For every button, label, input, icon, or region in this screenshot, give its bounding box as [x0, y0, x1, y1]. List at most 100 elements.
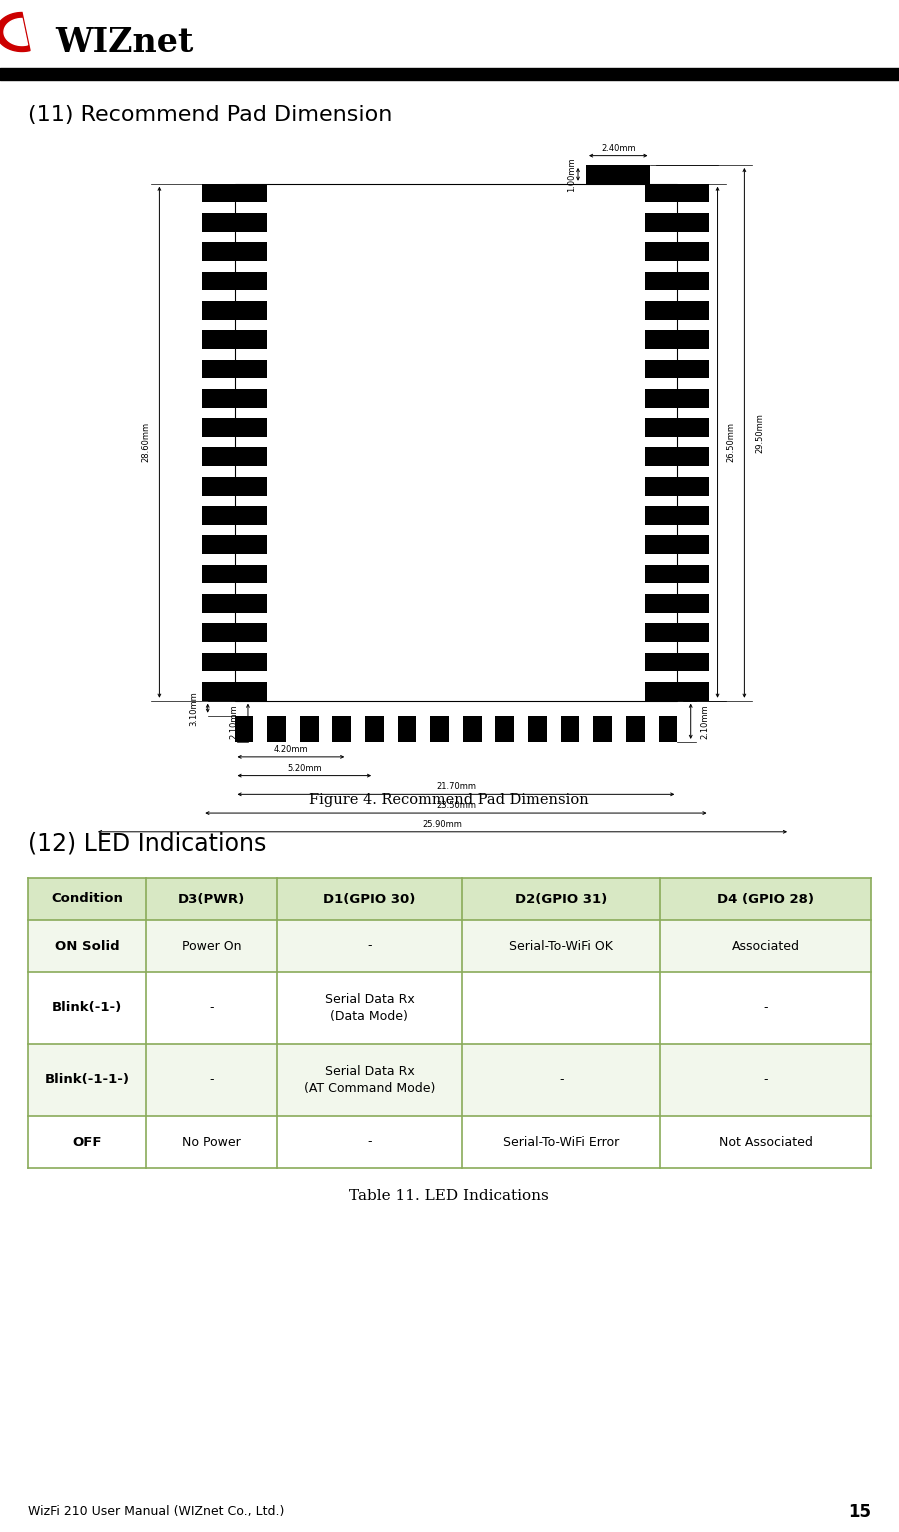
Bar: [202, 213, 267, 231]
Text: Power On: Power On: [182, 939, 241, 953]
Bar: [645, 331, 709, 349]
Text: 4.20mm: 4.20mm: [273, 745, 308, 754]
Bar: [626, 715, 645, 741]
Bar: [645, 476, 709, 495]
Bar: [645, 447, 709, 466]
Text: D2(GPIO 31): D2(GPIO 31): [515, 893, 608, 905]
Text: Associated: Associated: [732, 939, 799, 953]
Bar: [495, 715, 514, 741]
Bar: [202, 184, 267, 202]
Text: WIZnet: WIZnet: [55, 26, 193, 58]
Bar: [593, 715, 612, 741]
Text: 29.50mm: 29.50mm: [756, 414, 765, 453]
Bar: [235, 184, 677, 700]
Bar: [645, 535, 709, 555]
Text: Blink(-1-1-): Blink(-1-1-): [45, 1074, 129, 1086]
Text: 1.00mm: 1.00mm: [567, 158, 576, 192]
Bar: [28, 971, 871, 1043]
Text: D1(GPIO 30): D1(GPIO 30): [324, 893, 415, 905]
Bar: [299, 715, 318, 741]
Bar: [202, 565, 267, 584]
Bar: [645, 506, 709, 525]
Text: -: -: [763, 1002, 768, 1014]
Bar: [397, 715, 416, 741]
Bar: [202, 624, 267, 642]
Text: 26.50mm: 26.50mm: [726, 423, 735, 463]
Text: 15: 15: [848, 1503, 871, 1521]
Text: D3(PWR): D3(PWR): [178, 893, 245, 905]
Text: Serial-To-WiFi Error: Serial-To-WiFi Error: [503, 1135, 619, 1149]
Bar: [645, 184, 709, 202]
Text: (12) LED Indications: (12) LED Indications: [28, 830, 266, 855]
Bar: [645, 213, 709, 231]
Bar: [645, 271, 709, 291]
Bar: [645, 242, 709, 260]
Bar: [202, 331, 267, 349]
Text: 21.70mm: 21.70mm: [436, 783, 476, 792]
Text: Serial-To-WiFi OK: Serial-To-WiFi OK: [509, 939, 613, 953]
Bar: [28, 921, 871, 971]
Bar: [235, 715, 254, 741]
Bar: [645, 682, 709, 700]
Text: 3.10mm: 3.10mm: [189, 691, 198, 726]
Bar: [463, 715, 482, 741]
Text: -: -: [209, 1074, 214, 1086]
Bar: [202, 242, 267, 260]
Text: Blink(-1-): Blink(-1-): [52, 1002, 122, 1014]
Bar: [202, 300, 267, 320]
Text: No Power: No Power: [182, 1135, 241, 1149]
Text: -: -: [559, 1074, 564, 1086]
Bar: [28, 878, 871, 921]
Text: -: -: [209, 1002, 214, 1014]
Bar: [645, 389, 709, 408]
Bar: [202, 476, 267, 495]
Text: WizFi 210 User Manual (WIZnet Co., Ltd.): WizFi 210 User Manual (WIZnet Co., Ltd.): [28, 1506, 284, 1518]
Bar: [28, 1043, 871, 1115]
Bar: [28, 1115, 871, 1167]
Bar: [202, 682, 267, 700]
Text: ON Solid: ON Solid: [55, 939, 120, 953]
Bar: [202, 447, 267, 466]
Text: 28.60mm: 28.60mm: [141, 423, 150, 463]
Text: Figure 4. Recommend Pad Dimension: Figure 4. Recommend Pad Dimension: [309, 794, 589, 807]
Text: 5.20mm: 5.20mm: [287, 763, 322, 772]
Bar: [658, 715, 677, 741]
Bar: [561, 715, 580, 741]
Bar: [267, 715, 286, 741]
Text: Serial Data Rx
(AT Command Mode): Serial Data Rx (AT Command Mode): [304, 1065, 435, 1095]
Bar: [645, 594, 709, 613]
Bar: [202, 360, 267, 378]
Text: (11) Recommend Pad Dimension: (11) Recommend Pad Dimension: [28, 106, 392, 126]
Bar: [202, 389, 267, 408]
Bar: [645, 653, 709, 671]
Bar: [645, 300, 709, 320]
Bar: [645, 360, 709, 378]
Bar: [645, 565, 709, 584]
Bar: [202, 506, 267, 525]
Bar: [645, 624, 709, 642]
Bar: [365, 715, 384, 741]
Text: D4 (GPIO 28): D4 (GPIO 28): [717, 893, 814, 905]
Bar: [333, 715, 352, 741]
Polygon shape: [0, 12, 30, 52]
Text: Serial Data Rx
(Data Mode): Serial Data Rx (Data Mode): [325, 993, 414, 1023]
Text: OFF: OFF: [72, 1135, 102, 1149]
Text: Condition: Condition: [51, 893, 123, 905]
Bar: [202, 594, 267, 613]
Text: 2.10mm: 2.10mm: [700, 705, 709, 738]
Bar: [528, 715, 547, 741]
Bar: [202, 535, 267, 555]
Bar: [202, 271, 267, 291]
Bar: [586, 165, 651, 184]
Text: 23.50mm: 23.50mm: [436, 801, 476, 810]
Text: Table 11. LED Indications: Table 11. LED Indications: [349, 1189, 549, 1203]
Polygon shape: [4, 18, 28, 46]
Text: -: -: [367, 939, 371, 953]
Text: 25.90mm: 25.90mm: [423, 820, 462, 829]
Bar: [645, 418, 709, 437]
Text: 2.40mm: 2.40mm: [601, 144, 636, 153]
Bar: [202, 418, 267, 437]
Text: -: -: [367, 1135, 371, 1149]
Bar: [202, 653, 267, 671]
Text: -: -: [763, 1074, 768, 1086]
